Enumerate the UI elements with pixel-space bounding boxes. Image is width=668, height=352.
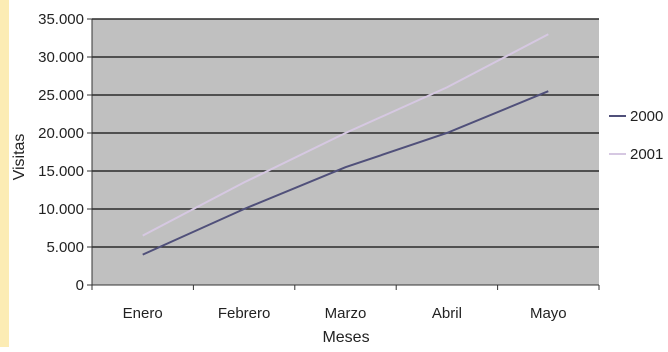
y-tick-label: 35.000: [38, 11, 84, 28]
plot-background: [92, 19, 599, 285]
x-tick-label: Abril: [432, 305, 462, 322]
y-tick-label: 0: [76, 277, 84, 294]
y-tick-label: 20.000: [38, 125, 84, 142]
series-line-2000: [142, 90, 549, 256]
y-tick-label: 30.000: [38, 49, 84, 66]
series-line-2001: [142, 33, 549, 237]
plot-area: [92, 19, 599, 285]
left-edge-strip: [0, 0, 9, 347]
y-tick-label: 25.000: [38, 87, 84, 104]
x-tick-label: Marzo: [325, 305, 367, 322]
legend: 2000 2001: [609, 108, 663, 163]
y-axis-title: Visitas: [11, 134, 28, 181]
x-tick-label: Mayo: [530, 305, 567, 322]
x-axis-title: Meses: [322, 329, 369, 346]
y-tick-label: 5.000: [46, 239, 84, 256]
legend-label-2000: 2000: [630, 108, 663, 125]
x-tick-label: Febrero: [218, 305, 271, 322]
series-lines: [142, 33, 549, 256]
x-tick-label: Enero: [123, 305, 163, 322]
legend-label-2001: 2001: [630, 146, 663, 163]
axes: 0 5.000 10.000 15.000 20.000 25.000 30.000 35.0…: [38, 11, 600, 322]
gridlines: [92, 18, 599, 248]
y-tick-label: 15.000: [38, 163, 84, 180]
y-tick-label: 10.000: [38, 201, 84, 218]
